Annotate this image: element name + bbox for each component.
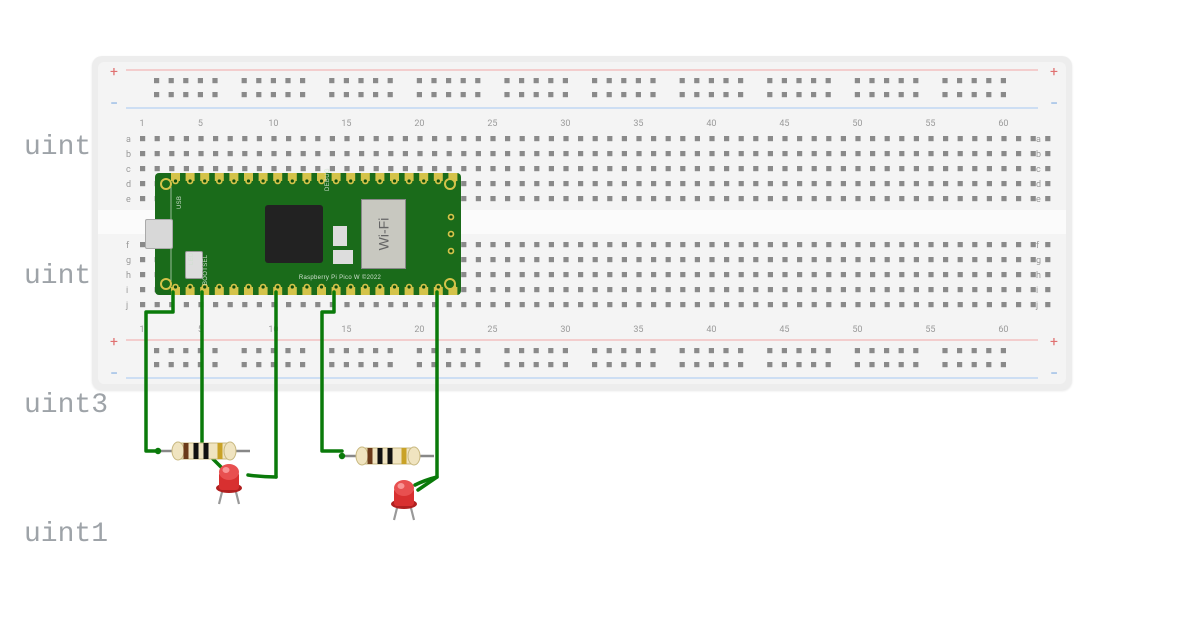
svg-text:e: e <box>1036 195 1041 205</box>
svg-text:+: + <box>1050 334 1058 350</box>
svg-text:40: 40 <box>706 325 716 335</box>
wifi-label: Wi-Fi <box>376 218 392 251</box>
usb-label: USB <box>177 196 183 209</box>
svg-text:55: 55 <box>925 119 935 129</box>
mount-hole <box>160 178 172 190</box>
small-component <box>333 250 353 264</box>
svg-text:15: 15 <box>341 325 351 335</box>
svg-text:b: b <box>126 150 131 160</box>
svg-text:25: 25 <box>487 325 497 335</box>
svg-text:35: 35 <box>633 325 643 335</box>
svg-text:1: 1 <box>139 119 144 129</box>
svg-text:40: 40 <box>706 119 716 129</box>
svg-text:b: b <box>1036 150 1041 160</box>
svg-text:45: 45 <box>779 325 789 335</box>
svg-text:35: 35 <box>633 119 643 129</box>
svg-text:55: 55 <box>925 325 935 335</box>
svg-text:−: − <box>1050 366 1058 382</box>
svg-text:5: 5 <box>198 325 203 335</box>
code-line: uint3 <box>24 384 747 427</box>
svg-text:+: + <box>110 334 118 350</box>
svg-text:h: h <box>126 271 131 281</box>
rp2040-chip <box>265 205 323 263</box>
bootsel-label: BOOTSEL <box>203 255 209 285</box>
svg-text:10: 10 <box>268 119 278 129</box>
svg-text:i: i <box>1036 286 1038 296</box>
svg-text:50: 50 <box>852 119 862 129</box>
led-label: LED <box>189 252 195 265</box>
svg-text:−: − <box>1050 96 1058 112</box>
svg-text:f: f <box>1036 241 1040 251</box>
svg-text:j: j <box>125 301 128 311</box>
svg-text:60: 60 <box>998 119 1008 129</box>
mount-hole <box>160 278 172 290</box>
svg-text:g: g <box>1036 256 1041 266</box>
svg-text:e: e <box>126 195 131 205</box>
svg-text:10: 10 <box>268 325 278 335</box>
svg-text:f: f <box>126 241 130 251</box>
svg-text:h: h <box>1036 271 1041 281</box>
svg-text:20: 20 <box>414 325 424 335</box>
svg-text:20: 20 <box>414 119 424 129</box>
svg-text:60: 60 <box>998 325 1008 335</box>
mount-hole <box>444 178 456 190</box>
svg-text:25: 25 <box>487 119 497 129</box>
svg-text:c: c <box>126 165 131 175</box>
code-line: uint1 <box>24 513 747 556</box>
svg-text:d: d <box>1036 180 1041 190</box>
svg-text:−: − <box>110 366 118 382</box>
wifi-module: Wi-Fi <box>361 199 406 269</box>
svg-text:a: a <box>126 135 131 145</box>
small-component <box>333 226 347 246</box>
svg-text:5: 5 <box>198 119 203 129</box>
svg-text:45: 45 <box>779 119 789 129</box>
svg-text:−: − <box>110 96 118 112</box>
svg-text:+: + <box>1050 64 1058 80</box>
pico-copyright-label: Raspberry Pi Pico W ©2022 <box>275 275 405 281</box>
svg-text:i: i <box>126 286 128 296</box>
svg-text:c: c <box>1036 165 1041 175</box>
debug-label: DEBUG <box>325 168 331 191</box>
raspberry-pi-pico-w[interactable]: Wi-Fi Raspberry Pi Pico W ©2022 DEBUG US… <box>155 173 461 295</box>
svg-text:g: g <box>126 256 131 266</box>
svg-text:1: 1 <box>139 325 144 335</box>
svg-text:15: 15 <box>341 119 351 129</box>
mount-hole <box>444 278 456 290</box>
svg-text:+: + <box>110 64 118 80</box>
svg-text:30: 30 <box>560 119 570 129</box>
svg-text:d: d <box>126 180 131 190</box>
svg-text:30: 30 <box>560 325 570 335</box>
svg-text:50: 50 <box>852 325 862 335</box>
usb-connector <box>145 219 173 249</box>
svg-text:a: a <box>1036 135 1041 145</box>
